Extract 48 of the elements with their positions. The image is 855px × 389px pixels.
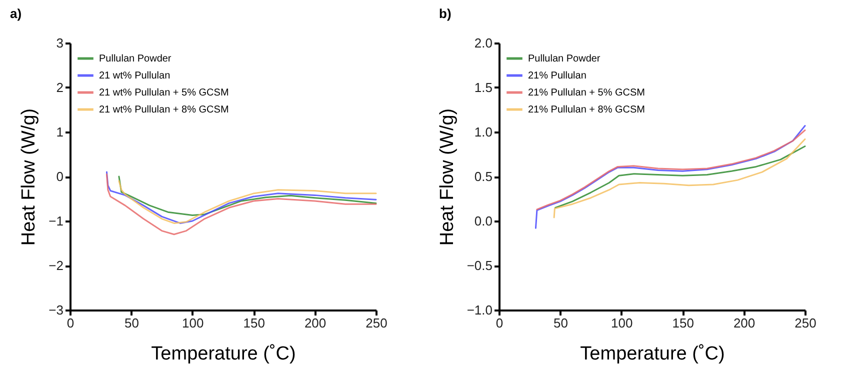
y-tick-label: −0.5 <box>466 258 492 273</box>
y-axis-title: Heat Flow (W/g) <box>18 108 40 246</box>
x-tick-label: 100 <box>611 316 633 330</box>
line-series <box>554 145 806 208</box>
y-tick-label: 2 <box>56 80 64 95</box>
legend-label: Pullulan Powder <box>99 54 172 64</box>
line-series <box>106 171 377 224</box>
x-tick-label: 0 <box>496 316 504 330</box>
x-tick-label: 150 <box>672 316 694 330</box>
x-tick-label: 100 <box>182 316 204 330</box>
legend-label: 21% Pullulan + 8% GCSM <box>528 104 646 116</box>
x-tick-label: 0 <box>66 316 74 330</box>
line-series <box>118 176 377 216</box>
x-tick-label: 250 <box>366 316 388 330</box>
y-tick-label: −3 <box>48 302 64 318</box>
y-tick-label: −1 <box>48 214 64 228</box>
chart-title: b) <box>439 6 452 21</box>
y-tick-label: 3 <box>56 36 64 50</box>
x-tick-label: 200 <box>733 316 756 330</box>
y-tick-label: 1.0 <box>474 124 492 140</box>
y-tick-label: −2 <box>48 258 64 273</box>
x-tick-label: 150 <box>243 316 265 330</box>
x-tick-label: 50 <box>124 316 139 330</box>
line-series <box>106 174 377 236</box>
legend-label: 21% Pullulan <box>528 70 586 82</box>
y-tick-label: 2.0 <box>474 36 492 50</box>
legend-label: 21 wt% Pullulan + 8% GCSM <box>99 104 229 116</box>
y-tick-label: 0.5 <box>474 169 492 184</box>
x-axis-title: Temperature (˚C) <box>580 344 725 364</box>
legend-label: 21 wt% Pullulan + 5% GCSM <box>99 88 229 98</box>
line-series <box>118 180 377 224</box>
x-tick-label: 200 <box>304 316 326 330</box>
chart-title: a) <box>10 6 22 21</box>
y-tick-label: 0 <box>56 169 64 184</box>
y-axis-title: Heat Flow (W/g) <box>436 108 458 246</box>
legend-label: 21 wt% Pullulan <box>99 70 170 82</box>
legend-label: Pullulan Powder <box>528 54 601 64</box>
line-series <box>536 129 806 210</box>
line-series <box>553 138 806 218</box>
y-tick-label: −1.0 <box>466 302 492 318</box>
y-tick-label: 0.0 <box>474 214 492 228</box>
x-tick-label: 250 <box>794 316 816 330</box>
y-tick-label: 1.5 <box>474 80 492 95</box>
line-series <box>534 125 806 229</box>
x-axis-title: Temperature (˚C) <box>151 344 296 364</box>
legend-label: 21% Pullulan + 5% GCSM <box>528 88 646 98</box>
x-tick-label: 50 <box>553 316 568 330</box>
y-tick-label: 1 <box>56 124 64 140</box>
